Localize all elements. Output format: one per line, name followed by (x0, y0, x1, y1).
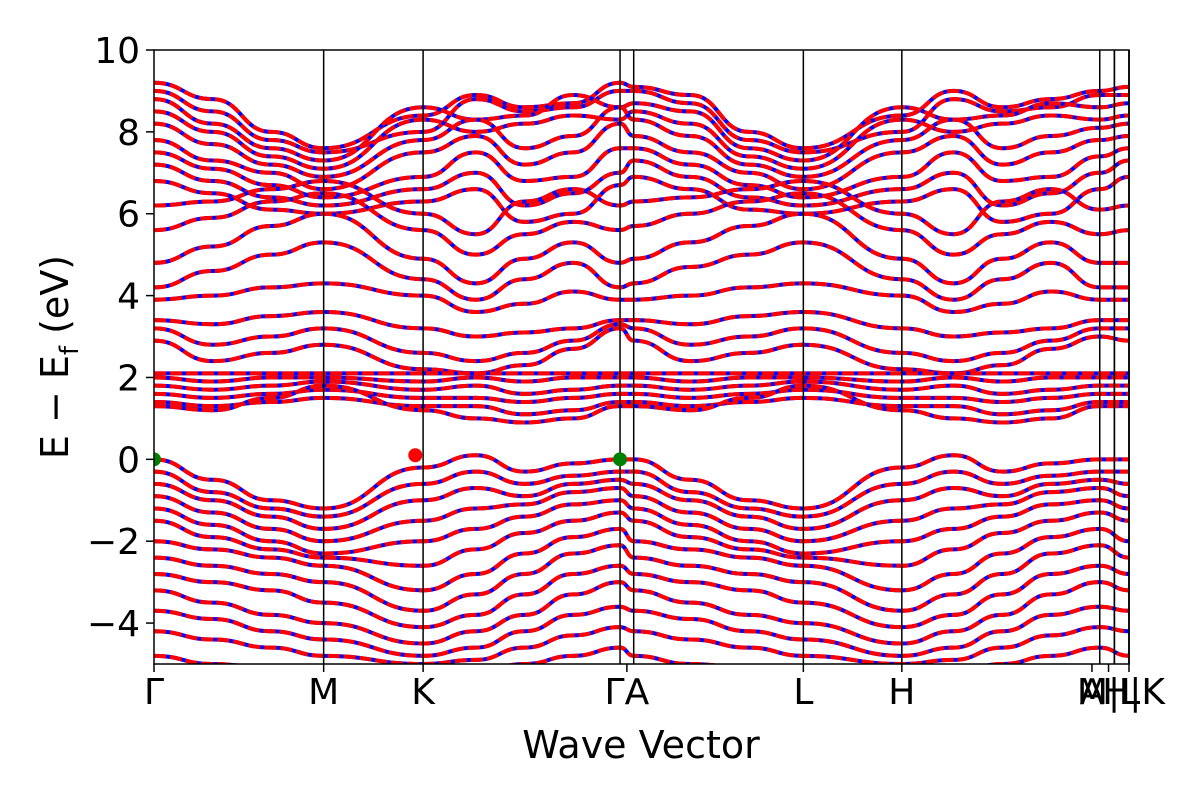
y-axis-title: E − Ef (eV) (33, 255, 85, 459)
x-tick-label-0: Γ (144, 672, 164, 713)
y-axis-title-unit: (eV) (33, 255, 77, 346)
markers-layer (154, 448, 628, 467)
x-tick-label-1: M (308, 672, 339, 713)
x-tick-label-5: H (888, 672, 915, 713)
x-tick-label-2: K (411, 672, 436, 713)
marker-1 (613, 452, 628, 467)
y-tick-label-5: 6 (117, 195, 140, 236)
x-tick-label-3: ΓA (605, 672, 650, 713)
kpath-lines (322, 50, 1130, 664)
y-tick-label-7: 10 (94, 31, 140, 72)
y-tick-label-6: 8 (117, 113, 140, 154)
y-tick-label-3: 2 (117, 358, 140, 399)
x-axis-title: Wave Vector (522, 723, 760, 767)
y-tick-label-2: 0 (117, 440, 140, 481)
band-2-red (154, 93, 1129, 163)
band-33-red (154, 604, 1129, 658)
x-tick-label-7: M|L (1077, 672, 1140, 713)
y-tick-label-1: −2 (87, 522, 140, 563)
marker-0 (154, 452, 161, 467)
y-axis-title-sub: f (55, 345, 85, 355)
x-axis: Γ M K ΓA L H AM|LH|K (144, 664, 1166, 713)
x-tick-label-6: A (1080, 672, 1105, 713)
plot-frame (153, 49, 1130, 665)
y-axis: −4 −2 0 2 4 6 8 10 (87, 31, 154, 645)
x-tick-label-8: H|K (1102, 672, 1166, 713)
y-tick-label-0: −4 (87, 604, 140, 645)
y-axis-title-main: E − E (33, 355, 77, 459)
x-tick-label-4: L (793, 672, 813, 713)
band-30-red (154, 543, 1129, 613)
marker-2 (408, 448, 423, 463)
y-tick-label-4: 4 (117, 277, 140, 318)
